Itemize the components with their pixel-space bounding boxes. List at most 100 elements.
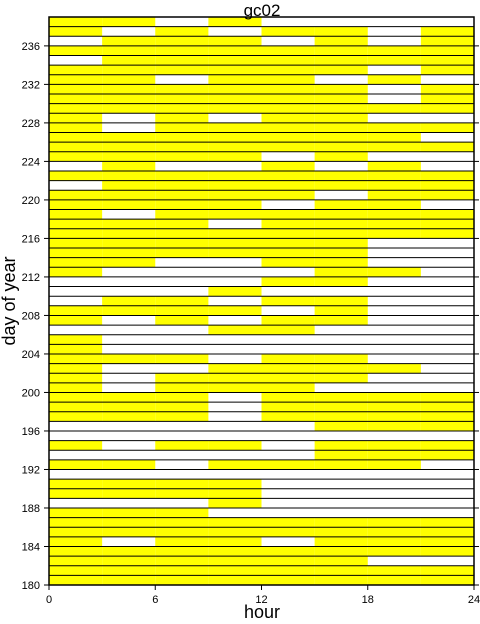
coverage-cell-234-3	[102, 55, 156, 66]
coverage-cell-221-3	[102, 180, 156, 191]
coverage-cell-208-0	[49, 305, 103, 316]
coverage-cell-232-18	[367, 74, 421, 85]
coverage-cell-199-21	[420, 392, 475, 403]
coverage-cell-183-0	[49, 546, 103, 557]
coverage-cell-201-9	[208, 373, 262, 383]
coverage-cell-206-12	[261, 325, 315, 335]
coverage-cell-229-15	[314, 103, 368, 114]
y-tick-label: 196	[22, 426, 40, 438]
coverage-cell-186-18	[367, 517, 421, 528]
coverage-cell-220-12	[261, 190, 315, 200]
coverage-cell-226-3	[102, 132, 156, 143]
coverage-cell-228-15	[314, 113, 368, 123]
coverage-cell-185-12	[261, 527, 315, 537]
coverage-cell-193-21	[420, 450, 475, 460]
coverage-cell-216-15	[314, 228, 368, 239]
coverage-cell-228-12	[261, 113, 315, 123]
y-tick-label: 220	[22, 195, 40, 207]
coverage-cell-232-3	[102, 74, 156, 85]
coverage-cell-230-15	[314, 94, 368, 104]
coverage-cell-189-3	[102, 488, 156, 499]
coverage-cell-213-0	[49, 257, 103, 268]
x-tick-label: 0	[46, 594, 52, 606]
coverage-cell-182-12	[261, 556, 315, 566]
coverage-cell-214-0	[49, 248, 103, 258]
coverage-cell-189-6	[155, 488, 209, 499]
coverage-cell-233-21	[420, 65, 475, 75]
coverage-cell-226-15	[314, 132, 368, 143]
coverage-cell-225-6	[155, 142, 209, 152]
coverage-cell-190-3	[102, 479, 156, 489]
coverage-cell-218-9	[208, 209, 262, 220]
coverage-cell-215-15	[314, 238, 368, 249]
x-tick-label: 12	[255, 594, 267, 606]
coverage-cell-220-18	[367, 190, 421, 200]
coverage-cell-215-0	[49, 238, 103, 249]
coverage-cell-208-15	[314, 305, 368, 316]
day-rows	[49, 17, 475, 585]
coverage-cell-217-21	[420, 219, 475, 229]
coverage-cell-222-6	[155, 171, 209, 181]
y-tick-label: 200	[22, 387, 40, 399]
coverage-cell-237-12	[261, 26, 315, 37]
coverage-cell-238-9	[208, 17, 262, 27]
coverage-cell-200-0	[49, 382, 103, 393]
coverage-cell-192-0	[49, 459, 103, 470]
coverage-cell-198-21	[420, 402, 475, 412]
coverage-cell-198-0	[49, 402, 103, 412]
coverage-cell-231-9	[208, 84, 262, 95]
coverage-cell-230-21	[420, 94, 475, 104]
coverage-cell-217-3	[102, 219, 156, 229]
coverage-cell-208-9	[208, 305, 262, 316]
coverage-cell-234-15	[314, 55, 368, 66]
coverage-cell-184-6	[155, 536, 209, 547]
coverage-cell-182-15	[314, 556, 368, 566]
coverage-cell-225-0	[49, 142, 103, 152]
coverage-cell-224-0	[49, 151, 103, 162]
coverage-cell-211-12	[261, 276, 315, 287]
coverage-cell-207-0	[49, 315, 103, 326]
coverage-cell-222-12	[261, 171, 315, 181]
coverage-cell-181-3	[102, 565, 156, 576]
coverage-cell-229-6	[155, 103, 209, 114]
coverage-cell-236-15	[314, 36, 368, 46]
coverage-cell-235-18	[367, 45, 421, 56]
coverage-cell-180-18	[367, 575, 421, 585]
coverage-cell-234-9	[208, 55, 262, 66]
coverage-cell-233-9	[208, 65, 262, 75]
coverage-cell-233-12	[261, 65, 315, 75]
coverage-cell-181-15	[314, 565, 368, 576]
coverage-cell-202-0	[49, 363, 103, 374]
coverage-cell-222-21	[420, 171, 475, 181]
coverage-cell-233-15	[314, 65, 368, 75]
coverage-cell-220-6	[155, 190, 209, 200]
coverage-cell-194-6	[155, 440, 209, 451]
coverage-cell-222-18	[367, 171, 421, 181]
coverage-cell-209-3	[102, 296, 156, 306]
coverage-cell-193-15	[314, 450, 368, 460]
coverage-cell-181-12	[261, 565, 315, 576]
coverage-cell-233-0	[49, 65, 103, 75]
coverage-cell-185-15	[314, 527, 368, 537]
coverage-cell-204-0	[49, 344, 103, 354]
coverage-cell-227-6	[155, 122, 209, 133]
coverage-cell-198-15	[314, 402, 368, 412]
coverage-cell-184-18	[367, 536, 421, 547]
coverage-cell-207-15	[314, 315, 368, 326]
coverage-cell-231-12	[261, 84, 315, 95]
coverage-cell-212-18	[367, 267, 421, 277]
coverage-cell-189-0	[49, 488, 103, 499]
coverage-cell-219-0	[49, 199, 103, 210]
coverage-cell-229-21	[420, 103, 475, 114]
coverage-cell-201-15	[314, 373, 368, 383]
coverage-cell-217-18	[367, 219, 421, 229]
coverage-cell-182-6	[155, 556, 209, 566]
coverage-cell-214-6	[155, 248, 209, 258]
coverage-cell-180-3	[102, 575, 156, 585]
coverage-cell-217-0	[49, 219, 103, 229]
coverage-cell-180-9	[208, 575, 262, 585]
coverage-cell-200-12	[261, 382, 315, 393]
coverage-cell-194-0	[49, 440, 103, 451]
coverage-cell-234-21	[420, 55, 475, 66]
